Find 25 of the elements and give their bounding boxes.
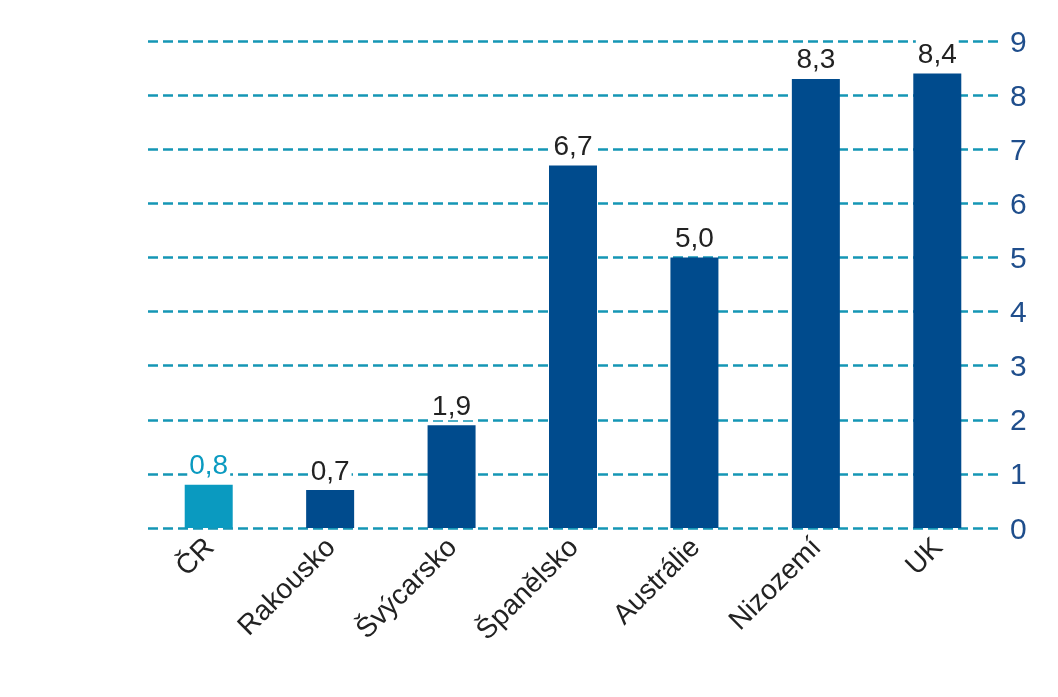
data-label: 0,8	[189, 449, 229, 481]
bar	[427, 425, 476, 528]
bar	[306, 490, 355, 528]
y-tick-label: 4	[1010, 295, 1027, 329]
data-label: 8,4	[917, 37, 957, 69]
data-label: 5,0	[674, 221, 714, 253]
y-tick-label: 8	[1010, 78, 1027, 112]
y-tick-label: 3	[1010, 349, 1027, 383]
y-tick-label: 5	[1010, 240, 1027, 274]
data-label: 6,7	[553, 129, 593, 161]
data-label: 8,3	[796, 43, 836, 75]
data-label: 0,7	[310, 454, 350, 486]
y-tick-label: 0	[1010, 511, 1027, 545]
bar	[549, 165, 597, 528]
y-tick-label: 9	[1010, 24, 1027, 58]
y-tick-label: 1	[1010, 457, 1027, 491]
bar	[791, 78, 840, 528]
bar	[670, 257, 719, 528]
bar	[913, 73, 962, 528]
y-tick-label: 7	[1010, 132, 1027, 166]
y-tick-label: 6	[1010, 186, 1027, 220]
x-tick-label: ČR	[169, 531, 220, 582]
y-tick-label: 2	[1010, 403, 1027, 437]
data-label: 1,9	[432, 389, 472, 421]
x-tick-label: UK	[898, 530, 949, 581]
